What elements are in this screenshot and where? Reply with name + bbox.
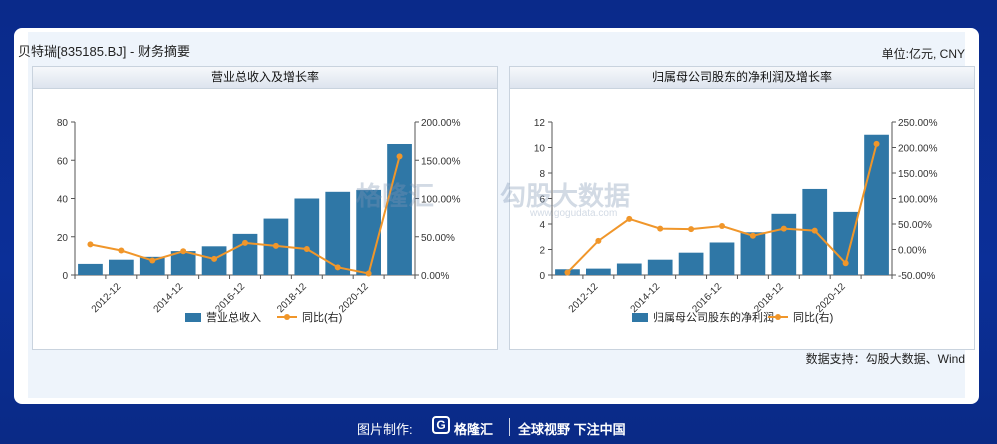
footer-slogan: 全球视野 下注中国 — [518, 422, 626, 437]
profit-bar — [771, 213, 797, 275]
footer: 图片制作: G 格隆汇 全球视野 下注中国 — [0, 414, 997, 442]
watermark-url: www.gogudata.com — [530, 208, 618, 219]
profit-right-tick-label: -50.00% — [898, 271, 935, 282]
profit-bar — [586, 268, 611, 275]
revenue-growth-point — [396, 153, 403, 160]
revenue-bar — [325, 191, 351, 275]
profit-x-tick-label: 2020-12 — [814, 281, 848, 315]
profit-growth-point — [811, 227, 818, 234]
revenue-right-tick-label: 0.00% — [421, 271, 449, 282]
revenue-x-tick-label: 2012-12 — [90, 281, 124, 315]
profit-chart: 0 2 4 6 8 10 12 -50.00% 0.00% 50.00% 100.00% 150.00… — [534, 118, 938, 324]
watermark-left: 格隆汇 — [356, 181, 435, 211]
profit-left-tick-label: 12 — [534, 118, 546, 129]
revenue-x-tick-label: 2018-12 — [275, 281, 309, 315]
footer-label: 图片制作: — [357, 422, 413, 437]
revenue-x-tick-label: 2014-12 — [152, 281, 186, 315]
profit-growth-point — [719, 223, 725, 230]
revenue-growth-point — [334, 264, 341, 271]
profit-bar — [647, 259, 673, 275]
profit-chart-panel: 归属母公司股东的净利润及增长率 0 2 4 6 8 10 12 -50.00% 0.00% 50.… — [509, 66, 975, 350]
revenue-left-tick-label: 60 — [57, 156, 69, 167]
profit-left-tick-label: 10 — [534, 144, 546, 155]
revenue-x-tick-label: 2016-12 — [213, 281, 247, 315]
profit-x-tick-label: 2016-12 — [690, 281, 724, 315]
profit-growth-point — [780, 225, 787, 232]
revenue-left-tick-label: 20 — [57, 233, 69, 244]
revenue-left-tick-label: 80 — [57, 118, 69, 129]
revenue-growth-point — [180, 248, 187, 255]
profit-x-tick-label: 2012-12 — [567, 281, 601, 315]
revenue-growth-point — [149, 257, 156, 264]
profit-right-tick-label: 200.00% — [898, 144, 938, 155]
profit-legend-bar-label: 归属母公司股东的净利润 — [653, 310, 774, 324]
profit-x-tick-label: 2014-12 — [629, 281, 663, 315]
profit-right-tick-label: 50.00% — [898, 220, 932, 231]
brand-logo-icon: G — [432, 416, 450, 434]
watermark-right: 勾股大数据 — [500, 181, 631, 211]
revenue-bar — [294, 198, 320, 275]
profit-right-tick-label: 150.00% — [898, 169, 938, 180]
profit-growth-point — [749, 232, 756, 239]
profit-right-tick-label: 0.00% — [898, 246, 926, 257]
revenue-left-tick-label: 40 — [57, 195, 69, 206]
profit-legend-bar-swatch — [632, 313, 648, 322]
revenue-bar — [78, 263, 103, 275]
profit-legend-line-marker — [775, 314, 781, 320]
profit-left-tick-label: 4 — [539, 220, 545, 231]
profit-right-tick-label: 250.00% — [898, 118, 938, 129]
footer-brand: 格隆汇 — [454, 422, 494, 437]
revenue-chart: 0 20 40 60 80 0.00% 50.00% 100.00% 150.00% 200.00… — [57, 118, 461, 324]
revenue-growth-point — [303, 245, 310, 252]
profit-left-tick-label: 2 — [539, 246, 545, 257]
revenue-growth-point — [242, 239, 248, 246]
revenue-growth-point — [87, 241, 94, 248]
revenue-right-tick-label: 150.00% — [421, 156, 461, 167]
revenue-legend-line-label: 同比(右) — [302, 310, 342, 324]
revenue-right-tick-label: 200.00% — [421, 118, 461, 129]
revenue-legend-bar-label: 营业总收入 — [206, 310, 261, 324]
revenue-chart-panel: 营业总收入及增长率 0 20 40 60 80 0.00% 50.00% 100.00% 150… — [32, 66, 498, 350]
unit-label: 单位:亿元, CNY — [881, 47, 965, 61]
revenue-bar — [109, 259, 134, 275]
revenue-bar — [356, 189, 381, 275]
profit-bar — [740, 232, 766, 275]
revenue-bar — [387, 143, 412, 275]
revenue-growth-point — [211, 255, 218, 262]
profit-left-tick-label: 6 — [539, 195, 545, 206]
revenue-growth-point — [365, 270, 372, 277]
profit-bar — [709, 242, 735, 275]
revenue-growth-point — [272, 242, 279, 249]
revenue-x-tick-label: 2020-12 — [337, 281, 371, 315]
profit-growth-point — [657, 225, 664, 232]
profit-left-tick-label: 8 — [539, 169, 545, 180]
profit-growth-point — [842, 260, 849, 267]
revenue-legend-bar-swatch — [185, 313, 201, 322]
data-source: 数据支持：勾股大数据、Wind — [805, 352, 965, 366]
profit-growth-point — [688, 226, 695, 233]
profit-right-tick-label: 100.00% — [898, 195, 938, 206]
revenue-bar — [170, 251, 196, 275]
profit-legend-line-label: 同比(右) — [793, 310, 833, 324]
profit-x-tick-label: 2018-12 — [752, 281, 786, 315]
revenue-bar — [139, 256, 165, 275]
profit-growth-point — [564, 269, 571, 276]
profit-bar — [864, 134, 889, 275]
profit-growth-point — [595, 237, 602, 244]
revenue-legend-line-marker — [284, 314, 290, 320]
revenue-right-tick-label: 50.00% — [421, 233, 455, 244]
profit-bar — [678, 252, 704, 275]
profit-bar — [616, 263, 642, 275]
company-title: 贝特瑞[835185.BJ] - 财务摘要 — [18, 44, 190, 59]
revenue-growth-point — [118, 247, 125, 254]
profit-left-tick-label: 0 — [539, 271, 545, 282]
revenue-right-tick-label: 100.00% — [421, 195, 461, 206]
profit-growth-point — [626, 215, 633, 222]
revenue-chart-title: 营业总收入及增长率 — [33, 67, 497, 89]
footer-divider — [509, 418, 510, 436]
profit-growth-point — [873, 140, 880, 147]
profit-chart-title: 归属母公司股东的净利润及增长率 — [510, 67, 974, 89]
revenue-left-tick-label: 0 — [62, 271, 68, 282]
